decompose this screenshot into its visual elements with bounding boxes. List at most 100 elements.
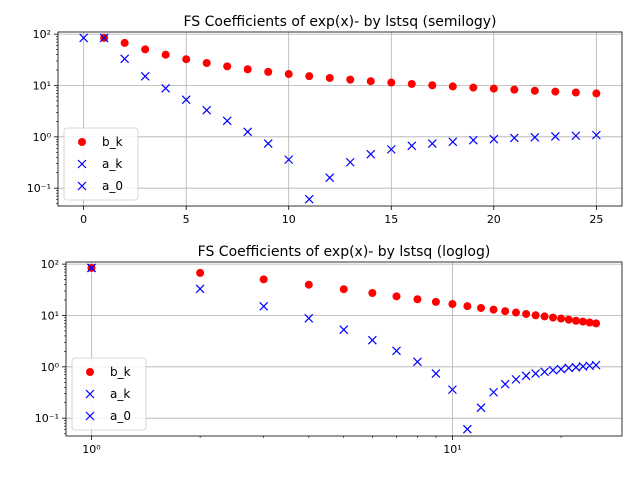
data-point <box>368 289 377 298</box>
data-point <box>120 54 130 64</box>
legend-box <box>63 127 139 201</box>
series-a-k <box>87 263 601 434</box>
data-point <box>531 369 541 378</box>
data-point <box>477 303 486 312</box>
data-point <box>304 194 314 204</box>
data-point <box>428 81 437 90</box>
legend-marker <box>85 389 95 399</box>
data-point <box>243 127 253 137</box>
grid <box>66 262 622 436</box>
data-point <box>530 132 540 142</box>
data-point <box>202 59 211 68</box>
data-point <box>448 82 457 91</box>
y-tick-label: 10¹ <box>33 79 51 92</box>
data-point <box>540 367 549 377</box>
x-tick-label: 20 <box>487 213 501 226</box>
legend-label: a_0 <box>102 179 123 193</box>
data-point <box>572 316 581 325</box>
legend-label: b_k <box>102 135 123 149</box>
data-point <box>407 141 417 151</box>
legend-marker <box>86 368 94 376</box>
y-tick-label: 10⁰ <box>41 361 60 374</box>
data-point <box>387 78 396 87</box>
data-point <box>556 364 566 374</box>
x-tick-label: 10⁰ <box>82 443 101 456</box>
chart-1: FS Coefficients of exp(x)- by lstsq (sem… <box>27 14 623 226</box>
data-point <box>447 385 457 395</box>
data-point <box>564 363 574 373</box>
series-a-0 <box>79 33 89 43</box>
data-point <box>540 312 549 321</box>
data-point <box>585 318 594 327</box>
legend: b_k a_k a_0 <box>63 127 139 201</box>
y-tick-label: 10⁻¹ <box>35 412 59 425</box>
data-point <box>468 135 478 145</box>
data-point <box>259 275 268 284</box>
data-point <box>259 301 269 311</box>
legend-label: b_k <box>110 365 131 379</box>
data-point <box>367 335 377 345</box>
data-point <box>407 79 416 88</box>
legend-marker <box>77 159 87 169</box>
data-point <box>181 95 191 105</box>
plot-frame <box>65 261 623 437</box>
legend-box <box>71 357 147 431</box>
data-point <box>161 50 170 59</box>
data-point <box>489 134 499 144</box>
data-point <box>284 155 294 165</box>
data-point <box>509 133 519 143</box>
data-point <box>202 105 212 115</box>
data-point <box>392 346 401 356</box>
series-a-0 <box>87 263 96 273</box>
data-point <box>140 71 150 81</box>
data-point <box>511 308 520 317</box>
legend-marker <box>77 181 87 191</box>
data-point <box>564 315 573 324</box>
data-point <box>530 86 539 95</box>
data-point <box>431 297 440 306</box>
y-tick-label: 10² <box>33 28 51 41</box>
data-point <box>531 311 540 320</box>
data-point <box>448 300 457 309</box>
data-point <box>305 72 314 81</box>
data-point <box>325 73 334 82</box>
data-point <box>304 313 314 323</box>
data-point <box>549 313 558 322</box>
data-point <box>489 84 498 93</box>
data-point <box>366 149 376 159</box>
data-point <box>571 88 580 97</box>
data-point <box>462 424 472 434</box>
chart-2: FS Coefficients of exp(x)- by lstsq (log… <box>35 244 623 456</box>
data-point <box>448 137 458 147</box>
y-tick-label: 10¹ <box>41 309 59 322</box>
x-tick-label: 10¹ <box>443 443 461 456</box>
data-point <box>578 317 587 326</box>
data-point <box>161 83 171 93</box>
data-point <box>413 357 422 367</box>
data-point <box>120 38 129 47</box>
data-point <box>592 89 601 98</box>
data-point <box>386 144 396 154</box>
data-point <box>345 157 355 167</box>
data-point <box>222 116 232 126</box>
data-point <box>469 83 478 92</box>
data-point <box>476 403 486 413</box>
data-point <box>196 268 205 277</box>
x-tick-label: 25 <box>589 213 603 226</box>
series-b-k <box>100 33 601 98</box>
x-tick-label: 10 <box>282 213 296 226</box>
series-b-k <box>87 263 601 328</box>
data-point <box>489 305 498 314</box>
data-point <box>195 284 205 294</box>
data-point <box>87 263 96 273</box>
x-tick-label: 15 <box>384 213 398 226</box>
legend: b_k a_k a_0 <box>71 357 147 431</box>
data-point <box>339 285 348 294</box>
series-a-k <box>99 33 601 204</box>
legend-marker <box>78 138 86 146</box>
data-point <box>413 295 422 304</box>
x-tick-label: 0 <box>80 213 87 226</box>
data-point <box>591 130 601 140</box>
data-point <box>99 33 109 43</box>
